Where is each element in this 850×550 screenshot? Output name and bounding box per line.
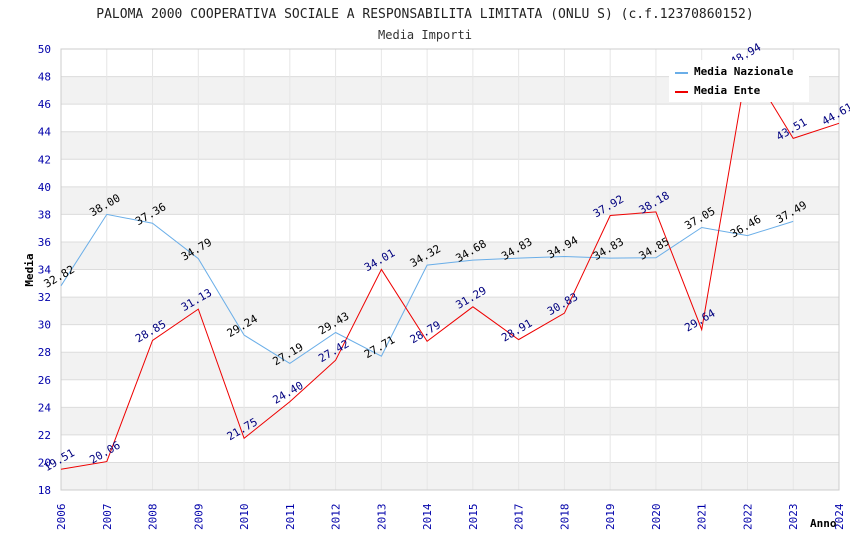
y-axis-label: Media bbox=[23, 253, 36, 286]
y-tick-label: 32 bbox=[38, 291, 51, 304]
chart-title: PALOMA 2000 COOPERATIVA SOCIALE A RESPON… bbox=[96, 7, 753, 22]
grid-lines bbox=[60, 48, 840, 491]
x-tick-label: 2021 bbox=[696, 504, 709, 531]
plot-band bbox=[61, 159, 839, 187]
x-tick-label: 2024 bbox=[833, 503, 846, 530]
plot-band bbox=[61, 297, 839, 325]
y-tick-label: 20 bbox=[38, 456, 51, 469]
x-tick-label: 2006 bbox=[55, 504, 68, 531]
y-tick-label: 36 bbox=[38, 236, 51, 249]
x-axis-label: Anno bbox=[810, 517, 837, 530]
legend-label-nazionale: Media Nazionale bbox=[694, 65, 794, 78]
x-tick-label: 2008 bbox=[147, 504, 160, 531]
y-tick-label: 38 bbox=[38, 208, 51, 221]
y-tick-label: 44 bbox=[38, 126, 52, 139]
x-tick-label: 2010 bbox=[238, 504, 251, 531]
x-tick-label: 2017 bbox=[513, 504, 526, 531]
y-tick-label: 50 bbox=[38, 43, 51, 56]
x-tick-label: 2007 bbox=[101, 504, 114, 531]
legend-box bbox=[669, 60, 809, 102]
y-tick-label: 30 bbox=[38, 319, 51, 332]
plot-background-bands bbox=[61, 49, 839, 490]
plot-band bbox=[61, 352, 839, 380]
y-tick-label: 28 bbox=[38, 346, 51, 359]
series-line-media-nazionale bbox=[60, 213, 794, 364]
x-tick-label: 2020 bbox=[650, 504, 663, 531]
y-tick-label: 22 bbox=[38, 429, 51, 442]
x-tick-label: 2013 bbox=[375, 504, 388, 531]
series-line-media-ente bbox=[60, 62, 840, 470]
y-tick-label: 34 bbox=[38, 264, 52, 277]
plot-band bbox=[61, 407, 839, 435]
plot-band bbox=[61, 104, 839, 132]
x-tick-label: 2019 bbox=[604, 504, 617, 531]
x-tick-label: 2009 bbox=[192, 504, 205, 531]
y-tick-label: 42 bbox=[38, 153, 51, 166]
y-axis-ticks: 18 20 22 24 26 28 30 32 34 36 38 40 42 44 46 48 50 bbox=[38, 43, 52, 497]
plot-band bbox=[61, 269, 839, 298]
y-tick-label: 18 bbox=[38, 484, 51, 497]
plot-band bbox=[61, 379, 839, 408]
y-tick-label: 26 bbox=[38, 374, 51, 387]
y-tick-label: 48 bbox=[38, 71, 51, 84]
x-tick-label: 2015 bbox=[467, 504, 480, 531]
plot-band bbox=[61, 131, 839, 160]
x-tick-label: 2014 bbox=[421, 503, 434, 530]
plot-band bbox=[61, 241, 839, 270]
y-tick-label: 46 bbox=[38, 98, 51, 111]
y-tick-label: 40 bbox=[38, 181, 51, 194]
plot-band bbox=[61, 324, 839, 353]
chart-subtitle: Media Importi bbox=[378, 28, 472, 42]
series-lines bbox=[60, 62, 840, 470]
x-tick-label: 2023 bbox=[787, 504, 800, 531]
x-tick-label: 2022 bbox=[741, 504, 754, 531]
plot-frame bbox=[60, 48, 840, 491]
legend: Media Nazionale Media Ente bbox=[669, 60, 809, 102]
x-tick-label: 2011 bbox=[284, 504, 297, 531]
plot-band bbox=[61, 434, 839, 463]
x-tick-label: 2012 bbox=[330, 504, 343, 531]
y-tick-label: 24 bbox=[38, 401, 52, 414]
plot-band bbox=[61, 186, 839, 215]
x-axis-ticks: 2006 2007 2008 2009 2010 2011 2012 2013 2014 2015… bbox=[55, 503, 846, 530]
legend-label-ente: Media Ente bbox=[694, 84, 761, 97]
plot-band bbox=[61, 462, 839, 490]
x-tick-label: 2018 bbox=[558, 504, 571, 531]
plot-band bbox=[61, 214, 839, 242]
